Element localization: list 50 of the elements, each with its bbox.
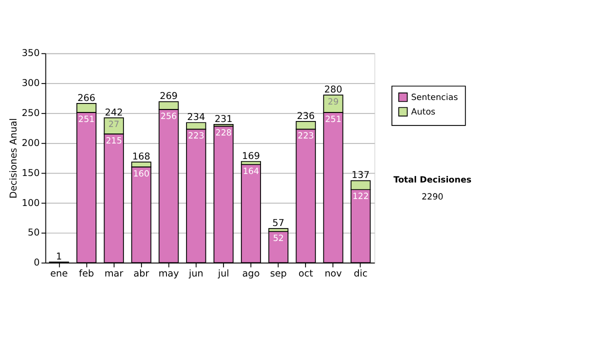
data-label: 251 — [78, 114, 95, 125]
x-tick-label: dic — [354, 268, 368, 280]
x-tick-label: ene — [50, 268, 68, 280]
total-label: 242 — [104, 107, 123, 118]
y-axis-title: Decisiones Anual — [8, 118, 20, 199]
x-tick-label: may — [158, 268, 180, 280]
data-label: 251 — [325, 114, 342, 125]
total-label: 234 — [187, 112, 206, 124]
x-tick-label: ago — [242, 268, 260, 280]
y-tick-label: 200 — [22, 138, 40, 149]
data-label: 27 — [108, 120, 120, 130]
data-label: 223 — [188, 132, 204, 142]
data-label: 223 — [298, 132, 314, 142]
legend-label: Sentencias — [411, 92, 458, 103]
data-label: 122 — [352, 192, 369, 202]
text: Total Decisiones — [394, 175, 472, 186]
data-label: 164 — [242, 166, 260, 177]
total-label: 137 — [352, 170, 370, 182]
data-label: 215 — [106, 136, 122, 146]
total-label: 269 — [160, 91, 178, 102]
x-tick-label: feb — [78, 268, 94, 280]
x-tick-label: abr — [133, 268, 150, 280]
text: 2290 — [422, 192, 444, 202]
total-label: 168 — [132, 152, 150, 163]
total-label: 266 — [77, 92, 96, 104]
y-tick-label: 350 — [22, 48, 40, 60]
data-label: 256 — [160, 112, 177, 122]
data-label: 29 — [328, 98, 339, 108]
legend-label: Autos — [411, 107, 436, 118]
x-tick-label: jun — [188, 268, 204, 280]
x-tick-label: oct — [298, 268, 314, 280]
x-tick-label: sep — [270, 268, 287, 280]
x-tick-label: nov — [324, 268, 342, 280]
y-tick-label: 300 — [22, 78, 40, 90]
y-tick-label: 0 — [34, 258, 40, 269]
total-label: 236 — [296, 110, 315, 122]
x-tick-label: jul — [216, 268, 230, 280]
total-label: 280 — [324, 84, 342, 96]
y-tick-label: 50 — [28, 228, 40, 239]
data-label: 228 — [215, 128, 232, 139]
total-label: 57 — [272, 218, 284, 229]
x-tick-label: mar — [104, 268, 124, 280]
data-label: 160 — [133, 169, 150, 180]
total-label: 231 — [214, 114, 233, 125]
data-label: 52 — [272, 234, 284, 244]
y-tick-label: 100 — [22, 198, 40, 209]
y-tick-label: 150 — [22, 168, 40, 179]
y-tick-label: 250 — [22, 108, 40, 120]
total-label: 169 — [242, 150, 260, 162]
total-label: 1 — [56, 251, 62, 262]
